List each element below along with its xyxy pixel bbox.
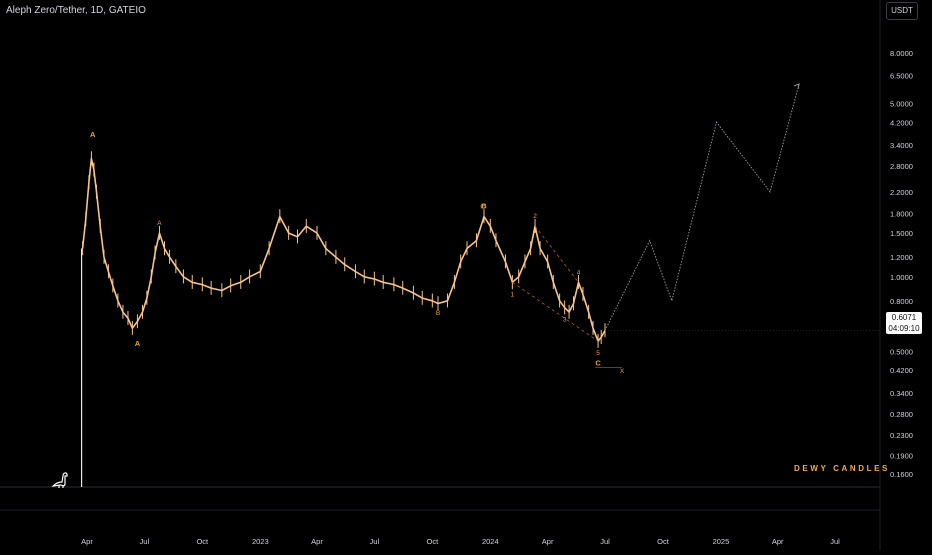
y-tick-label: 0.2800 (890, 410, 913, 419)
wave-label: 1 (511, 291, 515, 298)
y-tick-label: 3.4000 (890, 141, 913, 150)
y-tick-label: 0.1600 (890, 470, 913, 479)
last-price-tag: 0.6071 04:09:10 (886, 312, 922, 334)
channel-line (534, 225, 579, 283)
wave-label: 4 (577, 269, 581, 276)
projection-arrowhead (793, 83, 800, 90)
channel-line (512, 281, 599, 342)
y-tick-label: 0.5000 (890, 347, 913, 356)
y-tick-label: 0.1900 (890, 452, 913, 461)
wave-label: 3 (563, 317, 567, 324)
x-tick-label: Apr (542, 537, 554, 546)
y-tick-label: 0.4200 (890, 366, 913, 375)
y-tick-label: 8.0000 (890, 49, 913, 58)
wave-label: B (481, 202, 487, 211)
x-tick-label: Apr (311, 537, 323, 546)
wave-label: C (480, 204, 485, 211)
watermark: DEWY CANDLES (794, 464, 890, 473)
y-tick-label: 0.2300 (890, 431, 913, 440)
x-tick-label: 2025 (713, 537, 730, 546)
y-tick-label: 5.0000 (890, 100, 913, 109)
wave-label: X (620, 368, 625, 375)
wave-label: C (595, 358, 601, 367)
wave-label: A (157, 220, 162, 227)
y-tick-label: 0.3400 (890, 389, 913, 398)
x-tick-label: Jul (600, 537, 610, 546)
wave-label: A (90, 130, 96, 139)
wave-label: A (135, 339, 141, 348)
y-tick-label: 0.8000 (890, 297, 913, 306)
y-tick-label: 4.2000 (890, 118, 913, 127)
y-tick-label: 1.2000 (890, 253, 913, 262)
symbol-title: Aleph Zero/Tether, 1D, GATEIO (6, 5, 146, 16)
x-tick-label: Oct (196, 537, 209, 546)
y-tick-label: 2.8000 (890, 162, 913, 171)
x-tick-label: Apr (772, 537, 784, 546)
last-price: 0.6071 (891, 313, 917, 322)
y-tick-label: 6.5000 (890, 71, 913, 80)
projection-path (604, 83, 800, 331)
x-tick-label: Oct (426, 537, 439, 546)
x-tick-label: 2024 (482, 537, 499, 546)
y-tick-label: 1.0000 (890, 273, 913, 282)
y-tick-label: 1.5000 (890, 229, 913, 238)
x-tick-label: Jul (370, 537, 380, 546)
x-tick-label: Apr (81, 537, 93, 546)
y-tick-label: 2.2000 (890, 188, 913, 197)
currency-button[interactable]: USDT (886, 2, 918, 20)
wave-label: 2 (533, 213, 537, 220)
x-tick-label: 2023 (252, 537, 269, 546)
x-tick-label: Jul (140, 537, 150, 546)
x-tick-label: Oct (657, 537, 670, 546)
price-series (81, 157, 606, 342)
wave-label: B (436, 310, 440, 317)
y-tick-label: 1.8000 (890, 210, 913, 219)
x-tick-label: Jul (830, 537, 840, 546)
bar-countdown: 04:09:10 (888, 324, 920, 333)
wave-label: 5 (596, 350, 600, 357)
dinosaur-icon (51, 472, 68, 488)
